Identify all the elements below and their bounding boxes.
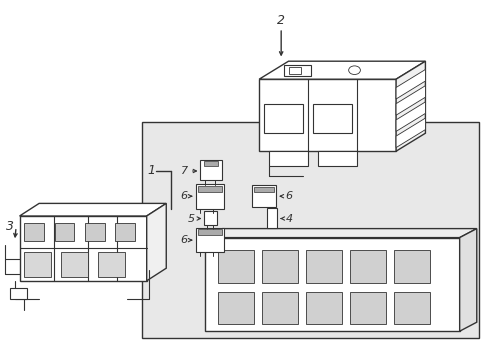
Bar [198,229,221,235]
Bar [200,160,222,180]
Text: 5: 5 [187,213,194,224]
Bar [205,238,459,331]
Polygon shape [459,229,476,331]
Bar [317,151,356,166]
Bar [217,250,254,283]
Text: 6: 6 [180,191,187,201]
Polygon shape [146,203,166,281]
Bar [268,151,307,166]
Bar [98,252,124,277]
Bar [259,79,395,151]
Bar [195,228,224,252]
Bar [195,184,224,209]
Text: 7: 7 [181,166,188,176]
Text: 1: 1 [147,165,155,177]
Polygon shape [395,118,425,148]
Polygon shape [259,61,425,79]
Bar [85,223,104,241]
Bar [254,187,273,192]
Bar [266,208,277,228]
Polygon shape [395,61,425,151]
Bar [264,104,303,133]
Bar [393,250,429,283]
Bar [55,223,74,241]
Bar [349,250,386,283]
Bar [10,288,27,299]
Bar [198,186,221,192]
Bar [204,211,216,225]
Bar [115,223,135,241]
Polygon shape [395,102,425,131]
Bar [312,104,351,133]
Bar [142,122,478,338]
Text: 3: 3 [6,220,14,233]
Bar [288,67,300,74]
Bar [393,292,429,324]
Bar [204,161,218,166]
Circle shape [348,66,360,75]
Bar [61,252,88,277]
Polygon shape [20,203,166,216]
Polygon shape [205,229,476,238]
Polygon shape [395,69,425,99]
Bar [251,185,276,207]
Bar [24,252,51,277]
Polygon shape [395,86,425,115]
Bar [20,216,146,281]
Text: 4: 4 [285,213,292,224]
Bar [24,223,44,241]
Text: 6: 6 [285,191,292,201]
Bar [217,292,254,324]
Bar [305,292,342,324]
Bar [261,292,298,324]
Text: 6: 6 [180,235,187,245]
Bar [283,65,310,76]
Bar [349,292,386,324]
Text: 2: 2 [277,14,285,27]
Bar [261,250,298,283]
Bar [305,250,342,283]
